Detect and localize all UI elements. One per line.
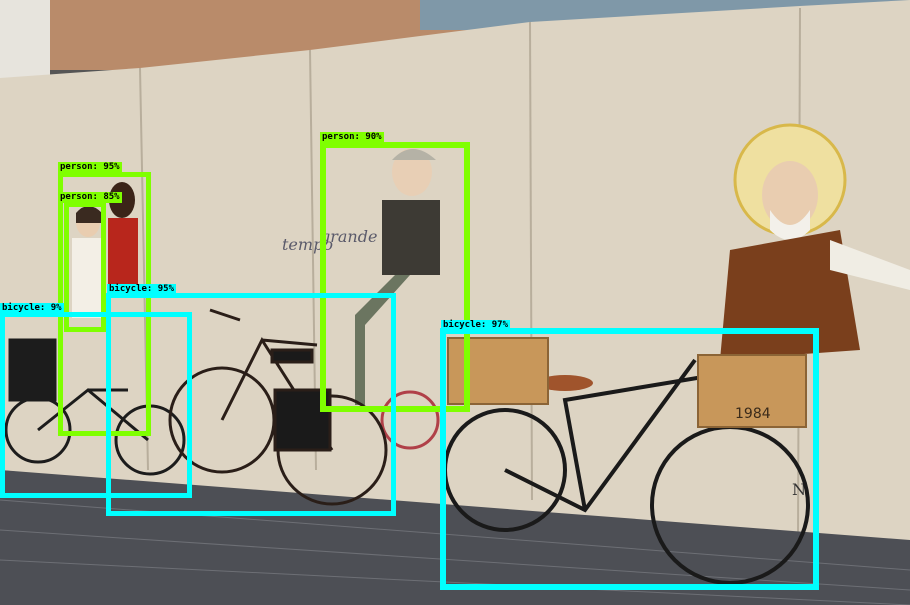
detection-label-bicycle-95: bicycle: 95% bbox=[107, 284, 177, 295]
bicycle-left-illustration bbox=[4, 338, 186, 476]
bicycle-middle-illustration bbox=[168, 308, 388, 506]
detection-label-person-85: person: 85% bbox=[58, 192, 122, 203]
hoarding-wall bbox=[0, 0, 910, 560]
mural-cyclist bbox=[355, 148, 440, 450]
detection-box-person-85 bbox=[64, 202, 106, 332]
detection-box-bicycle-97 bbox=[440, 328, 819, 590]
crate-sign: 1984 bbox=[735, 406, 771, 422]
detection-box-bicycle-left bbox=[0, 312, 192, 498]
bicycle-right-illustration: 1984 bbox=[443, 337, 810, 585]
detection-label-person-90: person: 90% bbox=[320, 132, 384, 143]
mural-script-2: grande bbox=[320, 227, 377, 246]
detection-box-bicycle-95 bbox=[106, 293, 396, 516]
detection-label-bicycle-left: bicycle: 9% bbox=[0, 303, 64, 314]
detection-label-bicycle-97: bicycle: 97% bbox=[441, 320, 511, 331]
mural-couple bbox=[72, 182, 138, 318]
mural-saint bbox=[720, 123, 910, 360]
detection-label-person-95: person: 95% bbox=[58, 162, 122, 173]
building-corner bbox=[0, 0, 50, 80]
